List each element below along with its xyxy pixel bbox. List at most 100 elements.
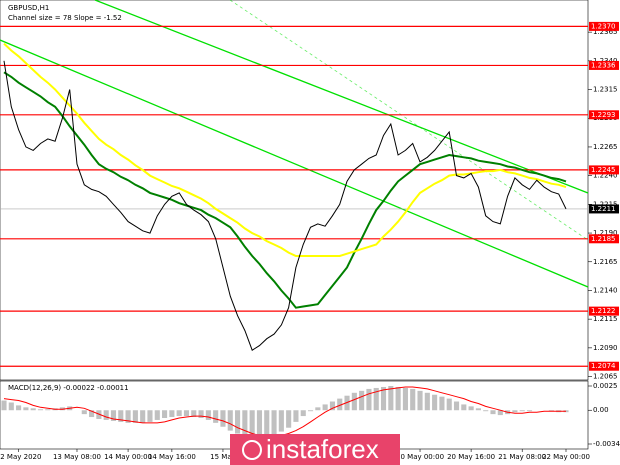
macd-bar: [23, 407, 29, 411]
macd-bar: [110, 410, 117, 421]
watermark: instaforex: [266, 434, 379, 464]
x-tick-label: 22 May 00:00: [542, 453, 590, 461]
macd-title: MACD(12,26,9) -0.00022 -0.00011: [8, 384, 129, 392]
macd-bar: [103, 410, 109, 420]
level-label: 1.2122: [591, 307, 616, 315]
macd-bar: [235, 410, 241, 434]
macd-bar: [468, 406, 474, 411]
level-box: [589, 306, 619, 316]
macd-bar: [526, 410, 533, 412]
x-tick-label: 13 May 08:00: [53, 453, 101, 461]
macd-bar: [329, 401, 335, 411]
series-line: [3, 60, 567, 351]
last-price-label: 1.2211: [591, 205, 616, 213]
macd-bar: [264, 410, 270, 437]
macd-bar: [271, 410, 277, 435]
level-box: [589, 361, 619, 371]
y-tick-label: 1.2140: [593, 286, 618, 294]
channel-line: [0, 39, 589, 288]
macd-bar: [453, 401, 460, 411]
x-tick-label: 15 May: [210, 453, 236, 461]
macd-bar: [176, 410, 182, 417]
x-tick-label: 21 May 08:00: [498, 453, 546, 461]
macd-bar: [395, 386, 401, 411]
macd-bar: [512, 410, 518, 413]
level-label: 1.2074: [591, 362, 616, 370]
level-box: [589, 165, 619, 175]
macd-bar: [366, 388, 372, 411]
x-tick-label: 14 May 00:00: [104, 453, 152, 461]
level-label: 1.2336: [591, 61, 616, 69]
macd-bar: [497, 410, 503, 416]
macd-bar: [307, 410, 314, 412]
macd-bar: [388, 386, 394, 411]
macd-bar: [278, 410, 284, 432]
level-label: 1.2370: [591, 22, 616, 30]
level-box: [589, 110, 619, 120]
y-tick-label: 1.2215: [593, 200, 618, 208]
chart-title: GBPUSD,H1: [8, 4, 49, 12]
macd-bar: [293, 410, 299, 422]
chart-subtitle: Channel size = 78 Slope = -1.52: [8, 14, 122, 22]
macd-bar: [242, 410, 248, 436]
macd-bar: [205, 410, 211, 420]
macd-bar: [1, 400, 7, 411]
macd-bar: [359, 390, 365, 411]
y-tick-label: 0.00: [593, 406, 609, 414]
macd-bar: [162, 410, 168, 419]
level-label: 1.2293: [591, 111, 616, 119]
y-tick-label: -0.00348: [593, 440, 620, 448]
y-tick-label: 1.2240: [593, 172, 618, 180]
x-tick-label: 14 May 16:00: [148, 453, 196, 461]
macd-bar: [30, 408, 36, 411]
macd-bar: [169, 410, 175, 418]
macd-bar: [490, 410, 496, 415]
macd-bar: [373, 387, 379, 411]
macd-bar: [89, 410, 95, 418]
y-tick-label: 1.2165: [593, 258, 618, 266]
macd-bar: [410, 388, 416, 411]
macd-bar: [256, 410, 263, 438]
y-tick-label: 0.0025: [593, 382, 618, 390]
macd-bar: [132, 410, 138, 423]
macd-bar: [227, 410, 233, 431]
macd-bar: [439, 396, 445, 411]
channel-line: [94, 0, 589, 194]
price-pane: [0, 0, 589, 381]
macd-bar: [417, 390, 423, 411]
macd-bar: [380, 386, 387, 411]
y-tick-label: 1.2340: [593, 57, 618, 65]
macd-bar: [461, 404, 467, 411]
macd-bar: [8, 402, 14, 411]
macd-bar: [220, 410, 226, 427]
macd-bar: [483, 410, 489, 412]
y-tick-label: 1.2190: [593, 229, 618, 237]
macd-bar: [37, 409, 44, 411]
macd-bar: [322, 404, 328, 411]
y-tick-label: 1.2090: [593, 344, 618, 352]
level-box: [589, 21, 619, 31]
watermark-logo: [242, 440, 262, 460]
y-tick-label: 1.2065: [593, 373, 618, 381]
macd-bar: [402, 387, 408, 411]
macd-bar: [118, 410, 124, 422]
x-tick-label: 12 May 2020: [0, 453, 41, 461]
y-tick-label: 1.2365: [593, 28, 618, 36]
level-label: 1.2245: [591, 166, 616, 174]
macd-bar: [198, 410, 204, 419]
macd-bar: [424, 392, 430, 411]
series-line: [3, 42, 567, 257]
macd-bar: [315, 407, 321, 411]
macd-bar: [475, 408, 481, 411]
macd-bar: [213, 410, 219, 423]
y-tick-label: 1.2315: [593, 86, 618, 94]
level-label: 1.2185: [591, 235, 616, 243]
macd-bar: [147, 410, 153, 422]
macd-bar: [183, 410, 190, 417]
macd-bar: [249, 410, 255, 438]
series-line: [3, 71, 567, 309]
level-box: [589, 60, 619, 70]
last-price-box: [589, 204, 619, 214]
